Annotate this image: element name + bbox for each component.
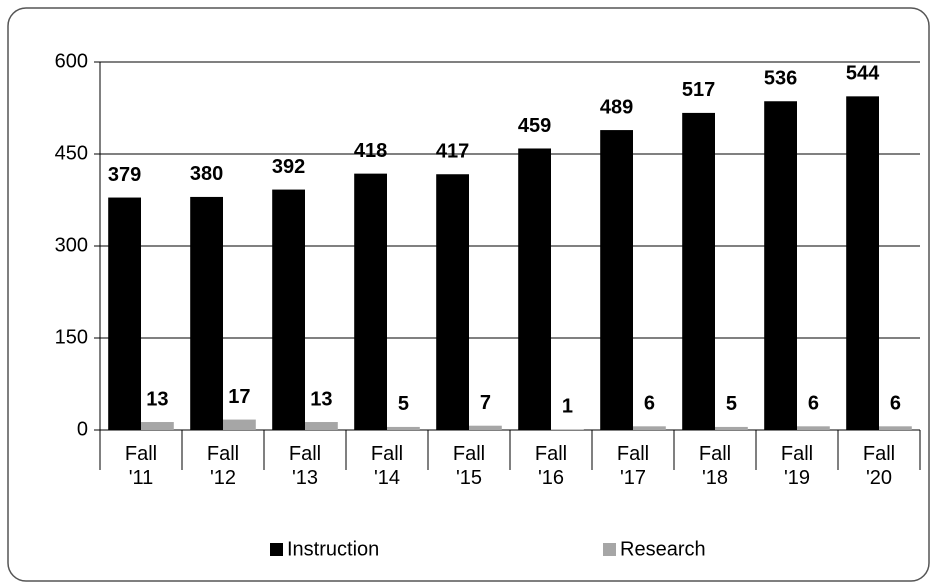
y-tick-label: 600 [55,50,88,72]
bar [190,196,223,430]
data-label: 13 [146,388,168,410]
x-tick-label: Fall '12 [206,443,240,489]
data-label: 5 [398,393,409,415]
data-label: 6 [808,393,819,415]
bar [354,173,387,431]
y-tick-label: 150 [55,326,88,348]
x-tick-label: Fall '19 [780,443,814,489]
bar [551,429,584,430]
x-tick-label: Fall '18 [698,443,732,489]
bar [682,112,715,430]
y-tick-label: 450 [55,142,88,164]
data-label: 7 [480,392,491,414]
y-tick-label: 0 [77,418,88,440]
data-label: 1 [562,396,573,418]
bar [272,189,305,430]
bar [633,426,666,430]
data-label: 459 [518,115,551,137]
bar [305,422,338,430]
bar [141,422,174,430]
data-label: 17 [228,386,250,408]
legend-label: Instruction [287,538,379,560]
data-label: 417 [436,141,469,163]
bar [108,197,141,430]
x-tick-label: Fall '14 [370,443,404,489]
data-label: 536 [764,68,797,90]
legend-swatch [603,543,616,556]
bar [518,148,551,431]
x-tick-label: Fall '13 [288,443,322,489]
bar [764,101,797,431]
data-label: 418 [354,140,387,162]
data-label: 6 [644,393,655,415]
bar [797,426,830,430]
data-label: 517 [682,79,715,101]
data-label: 380 [190,163,223,185]
legend-label: Research [620,538,706,560]
x-tick-label: Fall '11 [124,443,158,489]
data-label: 13 [310,388,332,410]
bar [387,426,420,430]
bar [879,426,912,430]
data-label: 489 [600,96,633,118]
bar [223,419,256,430]
data-label: 392 [272,156,305,178]
data-label: 379 [108,164,141,186]
data-label: 5 [726,393,737,415]
bar [715,426,748,430]
x-tick-label: Fall '15 [452,443,486,489]
bar [436,174,469,430]
x-tick-label: Fall '16 [534,443,568,489]
bar [600,130,633,430]
legend-swatch [270,543,283,556]
data-label: 544 [846,63,880,85]
x-tick-label: Fall '17 [616,443,650,489]
bar [846,96,879,430]
y-tick-label: 300 [55,234,88,256]
x-tick-label: Fall '20 [862,443,896,489]
data-label: 6 [890,393,901,415]
bar [469,425,502,430]
